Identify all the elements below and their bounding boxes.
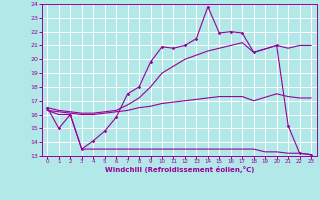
- X-axis label: Windchill (Refroidissement éolien,°C): Windchill (Refroidissement éolien,°C): [105, 166, 254, 173]
